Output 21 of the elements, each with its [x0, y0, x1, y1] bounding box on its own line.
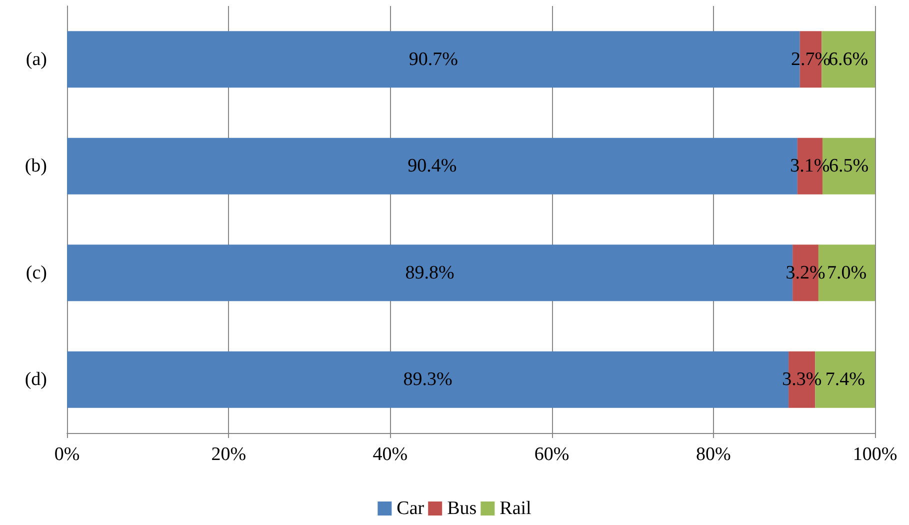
data-label: 89.8% — [405, 262, 455, 284]
y-tick-label: (d) — [24, 369, 47, 390]
data-label: 90.4% — [408, 156, 457, 177]
y-tick-label: (a) — [26, 48, 47, 70]
y-tick-label: (c) — [26, 262, 47, 284]
legend-label: Rail — [500, 498, 532, 519]
x-tick-label: 100% — [852, 444, 898, 465]
data-label: 7.4% — [825, 369, 866, 390]
data-label: 6.5% — [828, 156, 869, 177]
x-tick-label: 60% — [534, 444, 570, 465]
y-tick-label: (b) — [24, 156, 47, 177]
x-tick-label: 40% — [372, 444, 408, 465]
data-label: 89.3% — [403, 369, 452, 390]
legend-label: Bus — [447, 498, 477, 519]
x-tick-label: 0% — [54, 444, 80, 465]
data-label: 90.7% — [408, 48, 458, 70]
legend-label: Car — [396, 498, 425, 519]
x-tick-label: 20% — [211, 444, 246, 465]
data-label: 7.0% — [826, 262, 867, 284]
x-tick-label: 80% — [696, 444, 731, 465]
data-label: 6.6% — [828, 48, 868, 70]
